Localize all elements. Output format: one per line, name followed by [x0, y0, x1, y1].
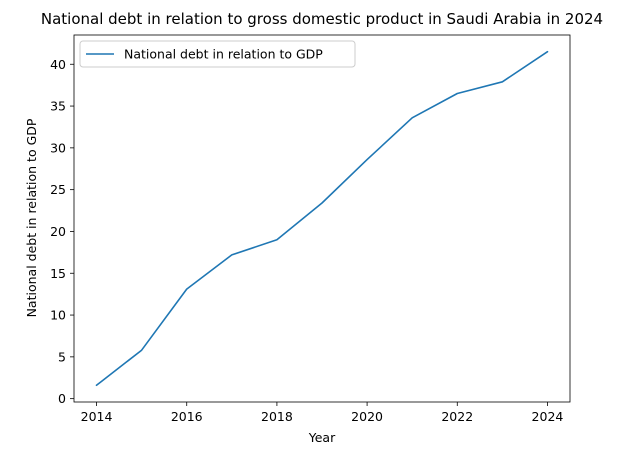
series-line	[95, 50, 549, 387]
y-tick-label: 40	[50, 57, 66, 72]
x-tick-label: 2022	[441, 409, 473, 424]
y-tick-label: 35	[50, 99, 66, 114]
y-axis-title: National debt in relation to GDP	[24, 118, 39, 317]
x-tick-label: 2020	[351, 409, 383, 424]
y-tick-label: 15	[50, 266, 66, 281]
x-tick-label: 2018	[261, 409, 293, 424]
plot-area	[73, 34, 571, 403]
y-tick-label: 30	[50, 140, 66, 155]
y-tick-label: 20	[50, 224, 66, 239]
y-tick-label: 5	[58, 349, 66, 364]
legend-label: National debt in relation to GDP	[124, 47, 323, 62]
y-tick-label: 10	[50, 308, 66, 323]
x-axis-title: Year	[308, 430, 336, 445]
y-axis: 0 5 10 15 20 25 30 35 40	[50, 57, 74, 406]
chart-title: National debt in relation to gross domes…	[41, 10, 603, 28]
x-axis: 2014 2016 2018 2020 2022 2024	[81, 402, 564, 424]
legend: National debt in relation to GDP	[79, 40, 356, 68]
x-tick-label: 2024	[532, 409, 564, 424]
y-tick-label: 25	[50, 182, 66, 197]
x-tick-label: 2014	[81, 409, 113, 424]
legend-box	[79, 40, 356, 68]
y-tick-label: 0	[58, 391, 66, 406]
x-tick-label: 2016	[171, 409, 203, 424]
series-layer	[95, 50, 549, 387]
